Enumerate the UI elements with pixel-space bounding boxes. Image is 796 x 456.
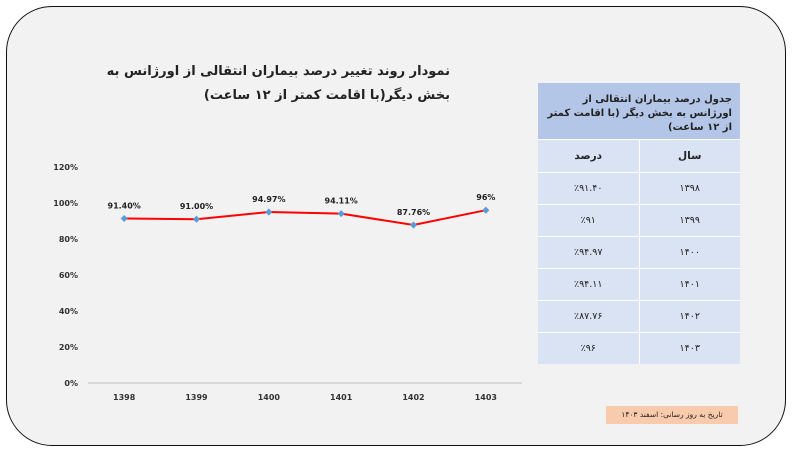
cell-percent: ٪۹۶ <box>538 333 640 364</box>
data-label: 91.40% <box>108 201 141 210</box>
x-tick-label: 1402 <box>402 393 424 402</box>
data-label: 94.97% <box>252 195 285 204</box>
cell-year: ۱۳۹۸ <box>679 183 700 194</box>
x-axis: 1398 1399 1400 1401 1402 1403 <box>113 393 497 402</box>
update-date-note: تاریخ به روز رسانی: اسفند ۱۴۰۳ <box>606 406 738 424</box>
data-point <box>482 206 490 214</box>
table-row: ۱۳۹۹ ٪۹۱ <box>538 204 740 236</box>
data-label: 94.11% <box>325 197 358 206</box>
chart-title: نمودار روند تغییر درصد بیماران انتقالی ا… <box>106 64 450 103</box>
y-tick-label: 20% <box>59 343 78 352</box>
cell-percent: ٪۸۷.۷۶ <box>538 301 640 332</box>
y-axis: 0% 20% 40% 60% 80% 100% 120% <box>53 163 78 388</box>
table-row: ۱۴۰۲ ٪۸۷.۷۶ <box>538 300 740 332</box>
table-row: ۱۴۰۰ ٪۹۴.۹۷ <box>538 236 740 268</box>
cell-year: ۱۴۰۳ <box>679 343 700 354</box>
header-percent: درصد <box>538 140 640 172</box>
table-row: ۱۴۰۱ ٪۹۴.۱۱ <box>538 268 740 300</box>
x-tick-label: 1399 <box>185 393 208 402</box>
data-point <box>409 221 418 229</box>
table-header: سال درصد <box>538 139 740 172</box>
series-markers <box>120 206 490 229</box>
data-table: جدول درصد بیماران انتقالی از اورژانس به … <box>538 83 740 364</box>
x-tick-label: 1403 <box>475 393 497 402</box>
table-title: جدول درصد بیماران انتقالی از اورژانس به … <box>538 83 740 139</box>
data-point <box>192 215 201 223</box>
y-tick-label: 60% <box>59 271 78 280</box>
y-tick-label: 80% <box>59 235 78 244</box>
x-tick-label: 1400 <box>258 393 281 402</box>
y-tick-label: 100% <box>53 199 78 208</box>
cell-percent: ٪۹۴.۹۷ <box>538 237 640 268</box>
series-line <box>124 209 487 227</box>
cell-percent: ٪۹۴.۱۱ <box>538 269 640 300</box>
data-label: 87.76% <box>397 208 430 217</box>
data-label: 91.00% <box>180 202 213 211</box>
data-point <box>337 210 345 218</box>
data-label: 96% <box>476 193 495 202</box>
x-tick-label: 1401 <box>330 393 353 402</box>
x-tick-label: 1398 <box>113 393 136 402</box>
cell-year: ۱۴۰۱ <box>679 279 700 290</box>
cell-percent: ٪۹۱ <box>538 205 640 236</box>
table-row: ۱۳۹۸ ٪۹۱.۴۰ <box>538 172 740 204</box>
header-year: سال <box>678 150 702 162</box>
data-labels: 91.40% 91.00% 94.97% 94.11% 87.76% 96% <box>108 193 496 217</box>
cell-year: ۱۴۰۰ <box>679 247 700 258</box>
data-point <box>120 214 128 223</box>
table-row: ۱۴۰۳ ٪۹۶ <box>538 332 740 364</box>
cell-year: ۱۴۰۲ <box>679 311 700 322</box>
y-tick-label: 120% <box>53 163 78 172</box>
cell-year: ۱۳۹۹ <box>679 215 700 226</box>
y-tick-label: 40% <box>59 307 78 316</box>
data-point <box>265 208 273 216</box>
y-tick-label: 0% <box>64 379 78 388</box>
cell-percent: ٪۹۱.۴۰ <box>538 173 640 204</box>
